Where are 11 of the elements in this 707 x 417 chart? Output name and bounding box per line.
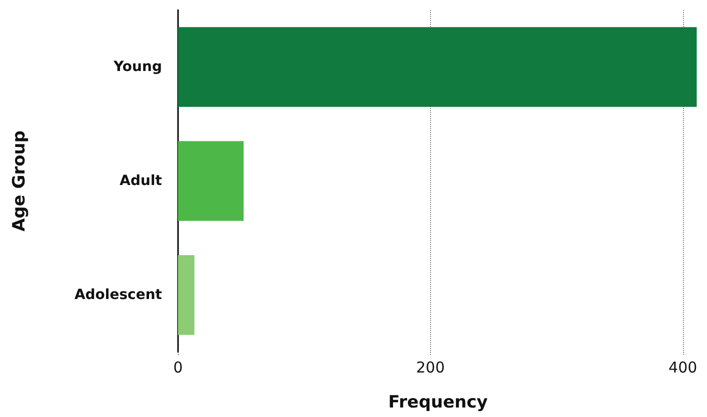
y-tick-label: Young [112,59,162,75]
bar [178,27,697,107]
x-tick-label: 200 [416,358,445,376]
bar [178,255,194,335]
bar [178,141,244,221]
x-tick-label: 0 [173,358,183,376]
x-axis-title: Frequency [388,392,488,412]
y-tick-label: Adult [120,173,162,189]
x-tick-label: 400 [668,358,698,376]
y-axis-title: Age Group [10,130,30,232]
y-tick-label: Adolescent [74,287,162,303]
